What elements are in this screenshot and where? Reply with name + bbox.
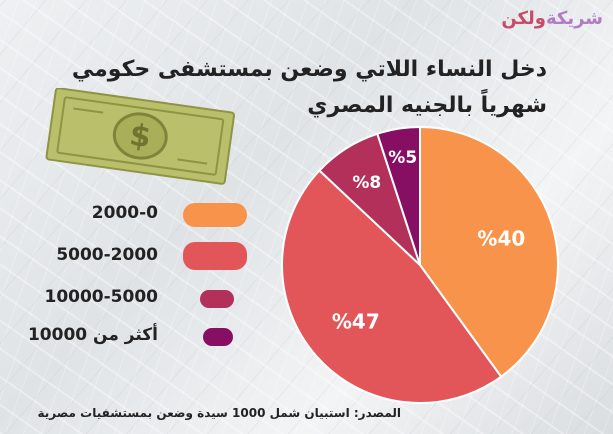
- legend-swatch-3: [200, 290, 234, 308]
- legend-swatch-2: [183, 242, 247, 270]
- logo-part-1: شريكة: [545, 8, 603, 29]
- pie-slice-4: [376, 125, 421, 266]
- pie-label-3: %8: [352, 173, 381, 193]
- chart-title: دخل النساء اللاتي وضعن بمستشفى حكومي شهر…: [27, 52, 547, 124]
- svg-text:$: $: [127, 118, 153, 156]
- legend-label-3: 10000-5000: [44, 287, 158, 307]
- legend-swatch-1: [183, 203, 247, 227]
- legend-item-4: أكثر من 10000: [0, 322, 613, 352]
- legend-item-1: 2000-0: [0, 200, 613, 230]
- pie-label-2: %47: [332, 310, 380, 334]
- source-note: المصدر: استبيان شمل 1000 سيدة وضعن بمستش…: [37, 406, 401, 420]
- pie-label-1: %40: [477, 227, 525, 251]
- pie-label-4: %5: [388, 148, 417, 168]
- legend-swatch-4: [203, 328, 233, 346]
- title-line-2: شهرياً بالجنيه المصري: [307, 93, 547, 118]
- pie-slice-2: [281, 169, 503, 404]
- legend-label-2: 5000-2000: [56, 245, 158, 265]
- pie-slice-1: [419, 125, 559, 379]
- legend-label-1: 2000-0: [91, 203, 158, 223]
- legend-item-3: 10000-5000: [0, 284, 613, 314]
- brand-logo: شريكةولكن: [501, 8, 603, 29]
- title-line-1: دخل النساء اللاتي وضعن بمستشفى حكومي: [71, 57, 547, 82]
- banknote-icon: $: [45, 88, 236, 185]
- legend-label-4: أكثر من 10000: [27, 325, 158, 345]
- logo-part-2: ولكن: [501, 8, 546, 29]
- legend-item-2: 5000-2000: [0, 240, 613, 270]
